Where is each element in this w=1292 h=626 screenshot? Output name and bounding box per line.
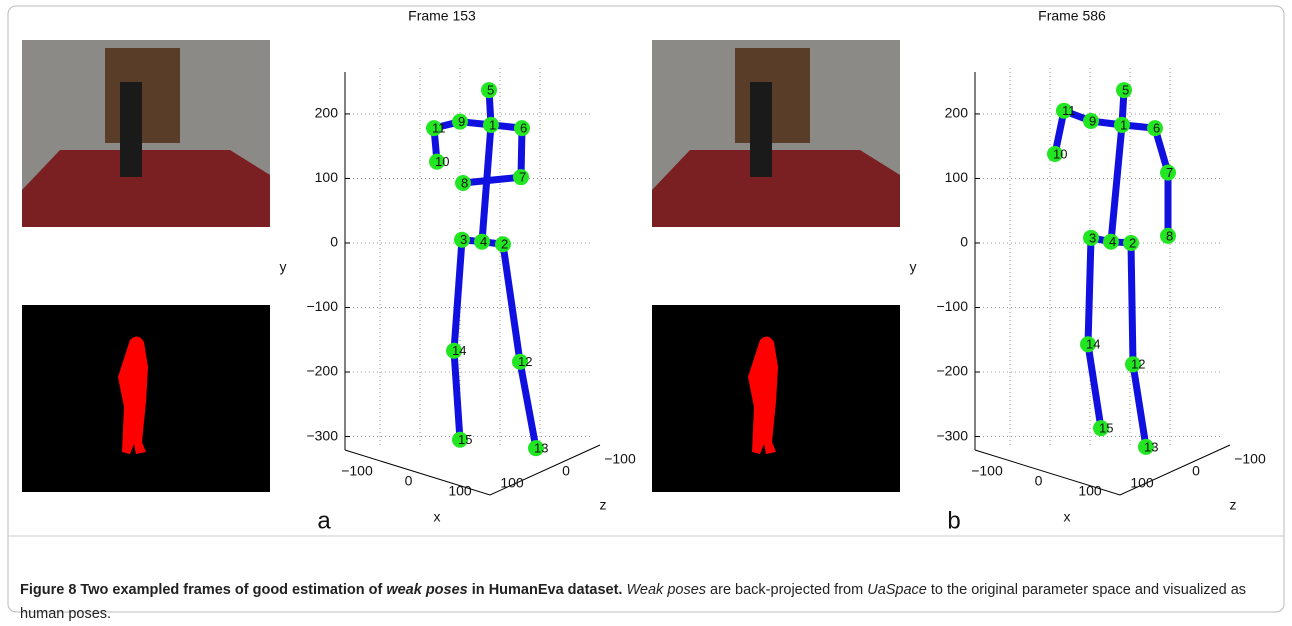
panel-letter: b	[947, 507, 960, 534]
bone	[1088, 238, 1091, 344]
joint-label: 1	[489, 117, 496, 132]
joint-label: 15	[1099, 421, 1113, 436]
caption-text: are back-projected from	[706, 582, 867, 598]
joint-label: 3	[460, 232, 467, 247]
joint-label: 5	[487, 83, 494, 98]
figure: Frame 1532001000−100−200−300−10001001000…	[0, 0, 1292, 618]
photo-door	[735, 48, 810, 143]
y-tick-label: −300	[306, 427, 338, 443]
joint-label: 7	[519, 170, 526, 185]
joint-label: 1	[1120, 117, 1127, 132]
y-tick-label: −100	[936, 298, 968, 314]
joint-label: 15	[458, 432, 472, 447]
photo-person	[120, 82, 142, 177]
joint-label: 9	[1089, 113, 1096, 128]
x-tick-label: 0	[405, 473, 413, 489]
joint-label: 6	[1153, 121, 1160, 136]
joint-label: 11	[432, 121, 446, 136]
bone	[1131, 243, 1133, 364]
joint-label: 10	[435, 154, 449, 169]
joint-label: 4	[480, 234, 487, 249]
caption-text: Weak poses	[627, 582, 707, 598]
z-tick-label: 100	[1130, 475, 1154, 491]
z-tick-label: 100	[500, 475, 524, 491]
y-tick-label: −200	[306, 363, 338, 379]
x-tick-label: −100	[971, 463, 1003, 479]
y-tick-label: −300	[936, 427, 968, 443]
y-tick-label: 0	[330, 234, 338, 250]
photo-carpet	[652, 150, 900, 227]
bone	[1133, 364, 1146, 447]
panel: Frame 153 200 100 0 −100 −200 −300 −100 0 100 100 0…	[22, 8, 636, 535]
z-tick-label: 0	[1192, 463, 1200, 479]
x-tick-label: 100	[448, 483, 472, 499]
joint-label: 13	[1144, 439, 1158, 454]
joint-label: 12	[518, 354, 532, 369]
x-axis-label: x	[434, 509, 441, 525]
y-axis-label: y	[280, 259, 287, 275]
joint-label: 8	[461, 175, 468, 190]
bone	[454, 351, 460, 440]
caption-text: UaSpace	[867, 582, 927, 598]
bone	[1111, 125, 1122, 242]
y-axis-label: y	[910, 259, 917, 275]
joint-label: 2	[501, 237, 508, 252]
joint-label: 8	[1166, 228, 1173, 243]
z-tick-label: −100	[1234, 451, 1266, 467]
page: Frame 1532001000−100−200−300−10001001000…	[0, 0, 1292, 618]
bone	[520, 362, 536, 448]
y-tick-label: 200	[315, 105, 339, 121]
x-tick-label: 0	[1035, 473, 1043, 489]
x-tick-label: −100	[341, 463, 373, 479]
y-tick-label: 200	[945, 105, 969, 121]
photo-door	[105, 48, 180, 143]
caption-text: weak poses	[386, 582, 467, 598]
joint-label: 3	[1089, 230, 1096, 245]
joint-label: 2	[1129, 235, 1136, 250]
joint-label: 9	[458, 114, 465, 129]
photo-carpet	[22, 150, 270, 227]
joint-label: 4	[1109, 234, 1116, 249]
joint-label: 5	[1122, 83, 1129, 98]
caption-text: in HumanEva dataset.	[468, 582, 623, 598]
joint-label: 14	[1086, 337, 1100, 352]
x-axis-label: x	[1064, 509, 1071, 525]
z-tick-label: 0	[562, 463, 570, 479]
x-tick-label: 100	[1078, 483, 1102, 499]
y-tick-label: −200	[936, 363, 968, 379]
bone	[503, 244, 520, 361]
bone	[482, 125, 491, 242]
y-tick-label: 100	[945, 169, 969, 185]
y-tick-label: 0	[960, 234, 968, 250]
joint-label: 6	[520, 121, 527, 136]
caption: Figure 8 Two exampled frames of good est…	[20, 578, 1270, 626]
joint-label: 10	[1053, 146, 1067, 161]
caption-text: Two exampled frames of good estimation o…	[76, 582, 386, 598]
bone	[454, 240, 462, 351]
bone	[1088, 344, 1101, 428]
plot-title: Frame 153	[408, 8, 476, 24]
joint-label: 14	[452, 343, 466, 358]
photo-person	[750, 82, 772, 177]
bone	[463, 177, 521, 183]
z-axis-label: z	[1230, 497, 1237, 513]
joint-label: 13	[534, 441, 548, 456]
panel-letter: a	[317, 507, 331, 534]
z-tick-label: −100	[604, 451, 636, 467]
plot-title: Frame 586	[1038, 8, 1106, 24]
panel: Frame 586 200 100 0 −100 −200 −300 −100 0 100 100 0…	[652, 8, 1266, 535]
y-tick-label: 100	[315, 169, 339, 185]
caption-text: Figure 8	[20, 582, 76, 598]
y-tick-label: −100	[306, 298, 338, 314]
z-axis-label: z	[600, 497, 607, 513]
joint-label: 12	[1131, 357, 1145, 372]
joint-label: 7	[1166, 165, 1173, 180]
joint-label: 11	[1062, 103, 1076, 118]
